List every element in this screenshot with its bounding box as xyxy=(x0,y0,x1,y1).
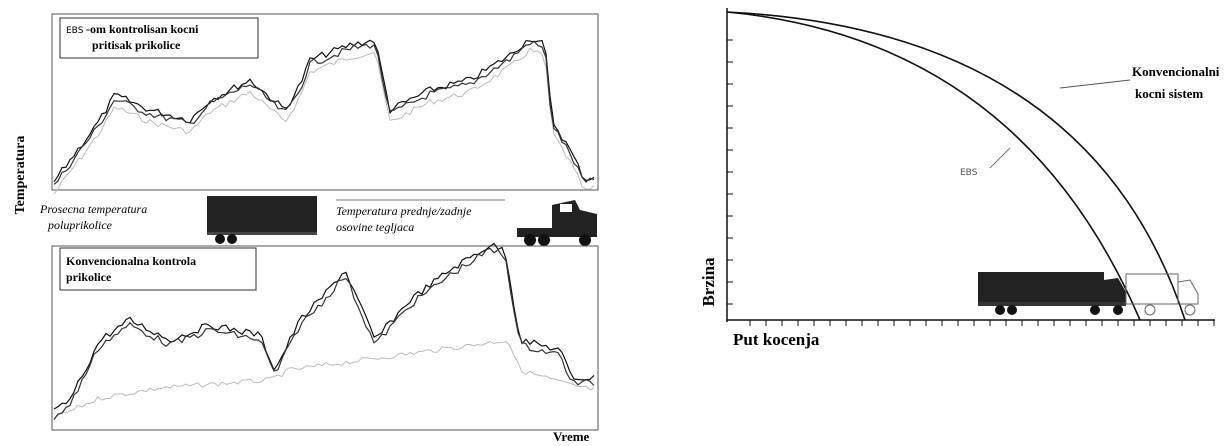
braking-axes xyxy=(727,8,1215,326)
top-label: -om kontrolisan kocni xyxy=(86,22,199,36)
x-label: Vreme xyxy=(553,429,590,444)
truck-outline xyxy=(1126,274,1198,315)
conventional-curve xyxy=(727,12,1185,320)
top-curves xyxy=(54,40,594,194)
temperature-line xyxy=(54,41,594,184)
pointer xyxy=(990,148,1010,168)
curve-label: Konvencionalni xyxy=(1132,64,1220,79)
top-label-prefix: EBS xyxy=(66,26,84,36)
temperature-line xyxy=(54,48,594,194)
curve-label: kocni sistem xyxy=(1135,86,1203,101)
legend-text: Temperatura prednje/zadnje xyxy=(336,204,472,218)
truck-icon xyxy=(978,272,1126,315)
top-label: pritisak prikolice xyxy=(92,38,181,52)
trailer-icon xyxy=(207,196,317,244)
pointer xyxy=(1060,80,1130,88)
figure: EBS -om kontrolisan kocni pritisak priko… xyxy=(0,0,1228,446)
bottom-label: Konvencionalna kontrola xyxy=(66,254,196,268)
legend-text: osovine tegljaca xyxy=(336,220,414,234)
ebs-label: EBS xyxy=(960,168,978,178)
legend-text: poluprikolice xyxy=(47,218,113,232)
x-label: Put kocenja xyxy=(733,330,820,349)
tractor-icon xyxy=(517,200,597,246)
temperature-line xyxy=(54,342,594,420)
bottom-label: prikolice xyxy=(66,270,112,284)
y-label: Temperatura xyxy=(13,136,28,215)
legend-text: Prosecna temperatura xyxy=(39,202,147,216)
y-label: Brzina xyxy=(699,257,718,307)
